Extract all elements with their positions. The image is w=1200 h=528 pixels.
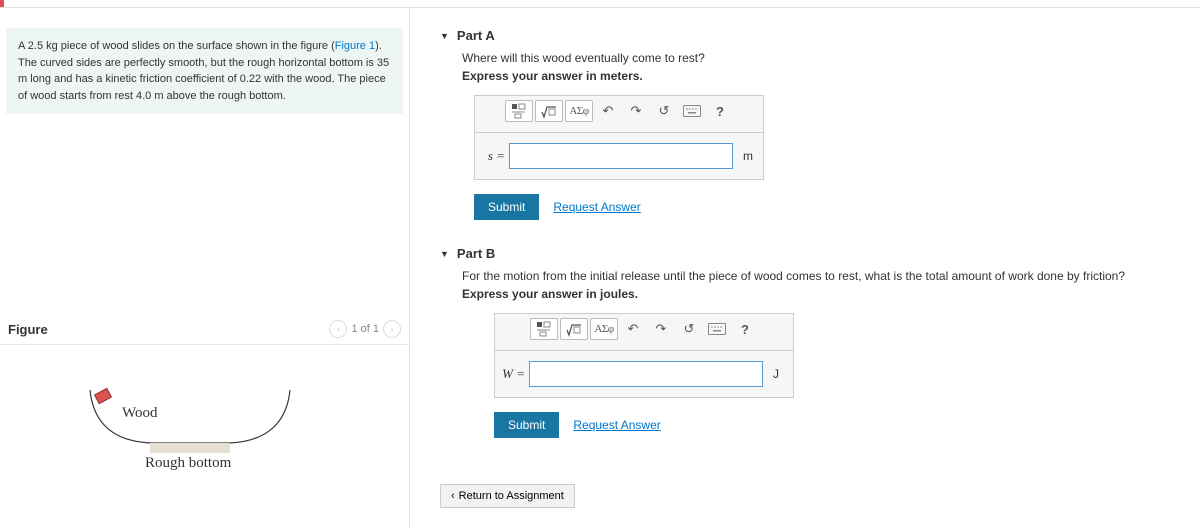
part-a-block: ▼ Part A Where will this wood eventually… bbox=[440, 28, 1190, 220]
part-b-input[interactable] bbox=[529, 361, 763, 387]
help-icon[interactable]: ? bbox=[706, 99, 734, 123]
help-icon[interactable]: ? bbox=[731, 317, 759, 341]
part-a-header[interactable]: ▼ Part A bbox=[440, 28, 1190, 43]
figure-nav: ‹ 1 of 1 › bbox=[329, 320, 401, 338]
fraction-icon[interactable] bbox=[505, 100, 533, 122]
figure-diagram: Wood Rough bottom bbox=[0, 345, 409, 465]
left-column: A 2.5 kg piece of wood slides on the sur… bbox=[0, 8, 410, 528]
keyboard-icon[interactable] bbox=[678, 99, 706, 123]
problem-text-1: A 2.5 kg piece of wood slides on the sur… bbox=[18, 40, 335, 52]
part-b-instruction: Express your answer in joules. bbox=[462, 287, 1190, 301]
right-column: ▼ Part A Where will this wood eventually… bbox=[410, 8, 1200, 528]
part-b-unit: J bbox=[763, 367, 787, 381]
part-a-title: Part A bbox=[457, 28, 495, 43]
part-a-instruction: Express your answer in meters. bbox=[462, 69, 1190, 83]
part-b-submit-button[interactable]: Submit bbox=[494, 412, 559, 438]
greek-icon[interactable]: ΑΣφ bbox=[565, 100, 593, 122]
part-b-request-answer-link[interactable]: Request Answer bbox=[573, 418, 660, 432]
reset-icon[interactable]: ↺ bbox=[675, 317, 703, 341]
rough-bottom-label: Rough bottom bbox=[145, 455, 231, 472]
keyboard-icon[interactable] bbox=[703, 317, 731, 341]
undo-icon[interactable]: ↶ bbox=[619, 317, 647, 341]
part-a-submit-row: Submit Request Answer bbox=[474, 194, 1190, 220]
collapse-icon: ▼ bbox=[440, 31, 449, 41]
reset-icon[interactable]: ↺ bbox=[650, 99, 678, 123]
part-b-submit-row: Submit Request Answer bbox=[494, 412, 1190, 438]
part-a-toolbar: ΑΣφ ↶ ↷ ↺ ? bbox=[475, 96, 763, 126]
part-a-var-label: s = bbox=[481, 148, 509, 164]
part-b-block: ▼ Part B For the motion from the initial… bbox=[440, 246, 1190, 438]
part-a-unit: m bbox=[733, 149, 757, 163]
problem-statement: A 2.5 kg piece of wood slides on the sur… bbox=[6, 28, 403, 114]
part-b-input-row: W = J bbox=[495, 350, 793, 397]
part-b-question: For the motion from the initial release … bbox=[462, 269, 1190, 283]
figure-next-icon[interactable]: › bbox=[383, 320, 401, 338]
return-label: Return to Assignment bbox=[459, 490, 564, 502]
figure-counter: 1 of 1 bbox=[351, 323, 379, 335]
root-icon[interactable] bbox=[560, 318, 588, 340]
part-a-request-answer-link[interactable]: Request Answer bbox=[553, 200, 640, 214]
redo-icon[interactable]: ↷ bbox=[622, 99, 650, 123]
return-to-assignment-button[interactable]: ‹ Return to Assignment bbox=[440, 484, 575, 508]
greek-icon[interactable]: ΑΣφ bbox=[590, 318, 618, 340]
part-b-toolbar: ΑΣφ ↶ ↷ ↺ ? bbox=[495, 314, 793, 344]
part-a-answer-panel: ΑΣφ ↶ ↷ ↺ ? s = m bbox=[474, 95, 764, 180]
fraction-icon[interactable] bbox=[530, 318, 558, 340]
part-b-var-label: W = bbox=[501, 366, 529, 382]
redo-icon[interactable]: ↷ bbox=[647, 317, 675, 341]
top-accent-bar bbox=[0, 0, 1200, 8]
figure-link[interactable]: Figure 1 bbox=[335, 40, 375, 52]
slide-curve-svg bbox=[40, 365, 300, 465]
undo-icon[interactable]: ↶ bbox=[594, 99, 622, 123]
figure-header: Figure ‹ 1 of 1 › bbox=[0, 314, 409, 345]
collapse-icon: ▼ bbox=[440, 249, 449, 259]
part-a-input-row: s = m bbox=[475, 132, 763, 179]
part-a-submit-button[interactable]: Submit bbox=[474, 194, 539, 220]
part-b-answer-panel: ΑΣφ ↶ ↷ ↺ ? W = J bbox=[494, 313, 794, 398]
figure-prev-icon[interactable]: ‹ bbox=[329, 320, 347, 338]
part-a-input[interactable] bbox=[509, 143, 733, 169]
chevron-left-icon: ‹ bbox=[451, 490, 455, 502]
wood-label: Wood bbox=[122, 405, 157, 422]
root-icon[interactable] bbox=[535, 100, 563, 122]
part-b-title: Part B bbox=[457, 246, 495, 261]
part-b-header[interactable]: ▼ Part B bbox=[440, 246, 1190, 261]
figure-title: Figure bbox=[8, 322, 48, 337]
part-a-question: Where will this wood eventually come to … bbox=[462, 51, 1190, 65]
